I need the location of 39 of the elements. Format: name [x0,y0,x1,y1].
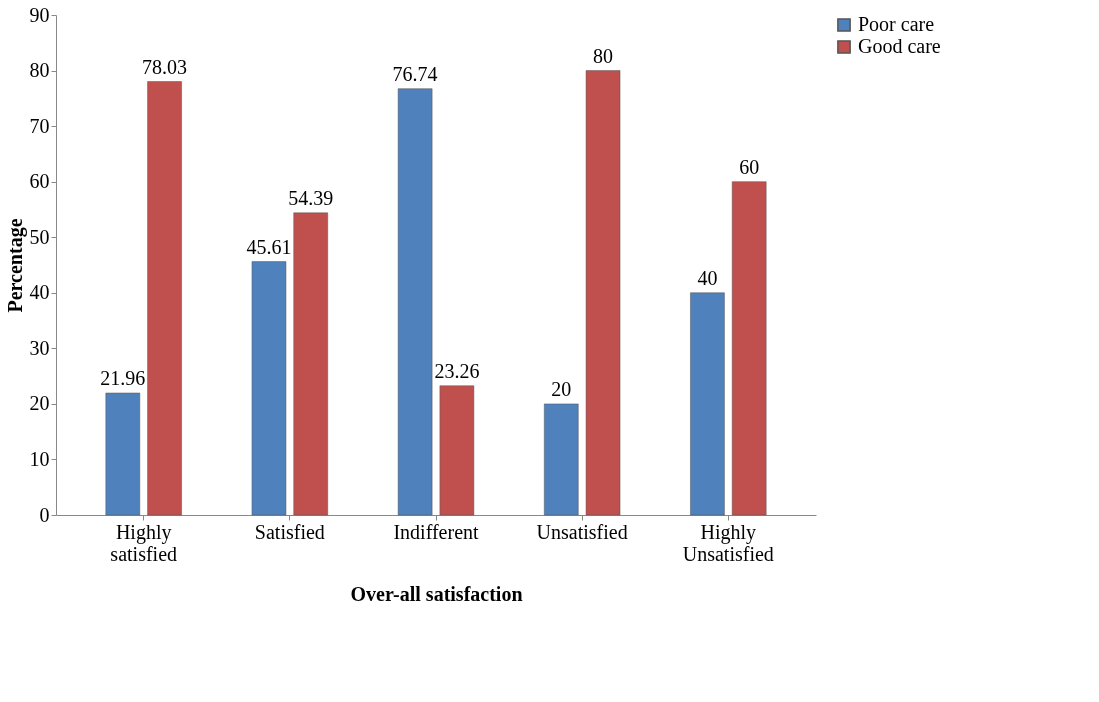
data-label: 45.61 [246,235,292,258]
y-axis-title: Percentage [3,218,27,313]
data-label: 78.03 [142,55,188,78]
bar [251,261,287,516]
y-tick-label: 90 [29,3,50,26]
x-tick-label: Unsatisfied [536,520,628,543]
bar [439,385,475,516]
legend-label: Good care [858,35,941,57]
data-label: 80 [593,44,614,67]
y-tick-label: 10 [29,447,50,470]
y-tick-label: 70 [29,114,50,137]
bar [397,88,433,516]
x-tick-label: Highly Unsatisfied [682,520,774,565]
x-tick-label: Highly satisfied [110,520,178,565]
legend-label: Poor care [858,13,935,35]
data-label: 23.26 [434,359,480,382]
bar [544,403,579,516]
bar [731,181,767,516]
y-tick-label: 50 [29,225,50,248]
data-label: 54.39 [288,186,334,209]
y-tick-label: 20 [29,392,50,415]
y-tick-label: 80 [29,59,50,82]
bar [690,292,725,516]
bar [585,70,621,516]
data-label: 20 [551,377,572,400]
y-tick-label: 0 [39,503,50,526]
x-tick-label: Satisfied [254,520,325,543]
y-tick-label: 60 [29,170,50,193]
bar [147,81,182,516]
bar [105,392,141,516]
x-tick-label: Indifferent [393,520,480,543]
data-label: 60 [739,155,760,178]
y-tick-label: 30 [29,336,50,359]
x-axis-title: Over-all satisfaction [350,582,523,605]
y-tick-label: 40 [29,281,50,304]
bar [293,212,328,516]
data-label: 21.96 [100,367,146,389]
data-label: 76.74 [392,62,438,85]
data-label: 40 [697,266,718,289]
